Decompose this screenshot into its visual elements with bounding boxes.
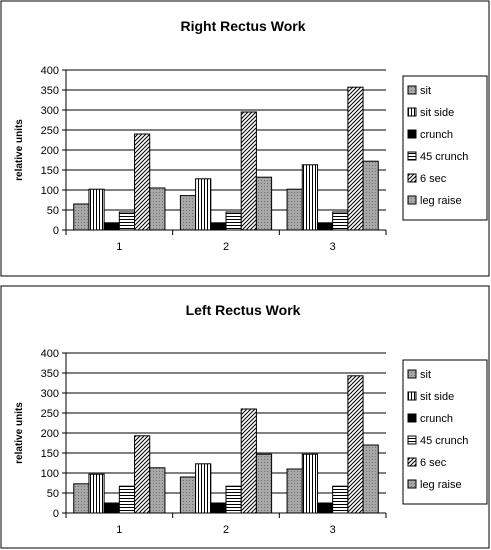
bar [316,502,334,514]
bar [332,211,349,231]
legend-swatch [407,173,417,183]
y-tick-label: 200 [41,145,59,157]
legend-swatch [407,391,417,401]
bar [286,468,303,514]
chart-1-frame [0,0,490,277]
bar [179,195,197,231]
y-tick-label: 200 [41,428,59,440]
bar [240,111,257,231]
y-axis-label: relative units [14,119,25,181]
legend-label: sit side [420,391,454,403]
y-tick-label: 400 [41,348,59,360]
bar [73,203,90,231]
legend-label: leg raise [420,479,462,491]
bar [149,467,166,514]
y-tick-label: 50 [47,488,59,500]
bar [195,463,212,514]
legend-label: crunch [420,129,453,141]
y-axis-label: relative units [14,402,25,464]
legend-box [402,359,488,505]
bar [134,133,151,231]
bar [286,188,303,231]
y-tick-label: 250 [41,408,59,420]
legend-swatch [407,107,417,117]
legend-label: 6 sec [420,173,447,185]
y-tick-label: 100 [41,468,59,480]
legend-label: 45 crunch [420,435,468,447]
bar [134,435,151,514]
bar [73,483,90,514]
bar [88,473,105,514]
bar [103,222,120,231]
y-tick-label: 300 [41,388,59,400]
bar [332,485,349,514]
chart-title: Right Rectus Work [181,18,306,34]
legend-label: 6 sec [420,457,447,469]
bar [347,86,364,231]
bar [362,160,379,231]
bar [225,485,242,514]
y-tick-label: 50 [47,205,59,217]
bar [301,453,318,514]
chart-right-rectus: Right Rectus Work relative units 0 50 100 1… [14,18,488,253]
bar [225,211,242,231]
legend-swatch [407,457,417,467]
y-tick-label: 300 [41,105,59,117]
x-tick-label: 3 [330,524,336,536]
bar [301,164,318,231]
legend-label: crunch [420,413,453,425]
y-tick-label: 150 [41,448,59,460]
y-tick-label: 250 [41,125,59,137]
bar [347,375,364,514]
x-tick-label: 2 [223,524,229,536]
y-tick-label: 350 [41,368,59,380]
y-tick-label: 0 [53,508,59,520]
y-tick-label: 150 [41,165,59,177]
bar [362,444,379,514]
x-tick-label: 3 [330,241,336,253]
legend-swatch [407,151,417,161]
chart-left-rectus: Left Rectus Work relative units 0 50 100 15… [14,302,488,536]
bar [88,188,105,231]
legend-swatch [407,479,417,489]
legend-label: leg raise [420,195,462,207]
bar [103,502,120,514]
y-tick-label: 100 [41,185,59,197]
chart-title: Left Rectus Work [186,302,301,318]
legend-swatch [407,369,417,379]
bar [118,485,136,514]
legend-swatch [407,129,417,139]
legend-label: sit [420,85,431,97]
legend-swatch [407,195,417,205]
x-tick-label: 1 [116,241,122,253]
bar [195,178,212,231]
x-tick-label: 2 [223,241,229,253]
bar [240,408,257,514]
legend-box [402,75,488,221]
bar [118,211,136,231]
y-tick-label: 400 [41,65,59,77]
x-tick-label: 1 [116,524,122,536]
bar [255,176,273,231]
bar [210,222,227,231]
bar [316,222,334,231]
chart-2-frame [0,285,490,549]
legend-label: sit side [420,107,454,119]
legend-label: sit [420,369,431,381]
bar [179,476,197,514]
bar [210,502,227,514]
y-tick-label: 0 [53,225,59,237]
y-tick-label: 350 [41,85,59,97]
legend-swatch [407,435,417,445]
bar [149,187,166,231]
legend-label: 45 crunch [420,151,468,163]
bar [255,453,273,514]
legend-swatch [407,85,417,95]
legend-swatch [407,413,417,423]
